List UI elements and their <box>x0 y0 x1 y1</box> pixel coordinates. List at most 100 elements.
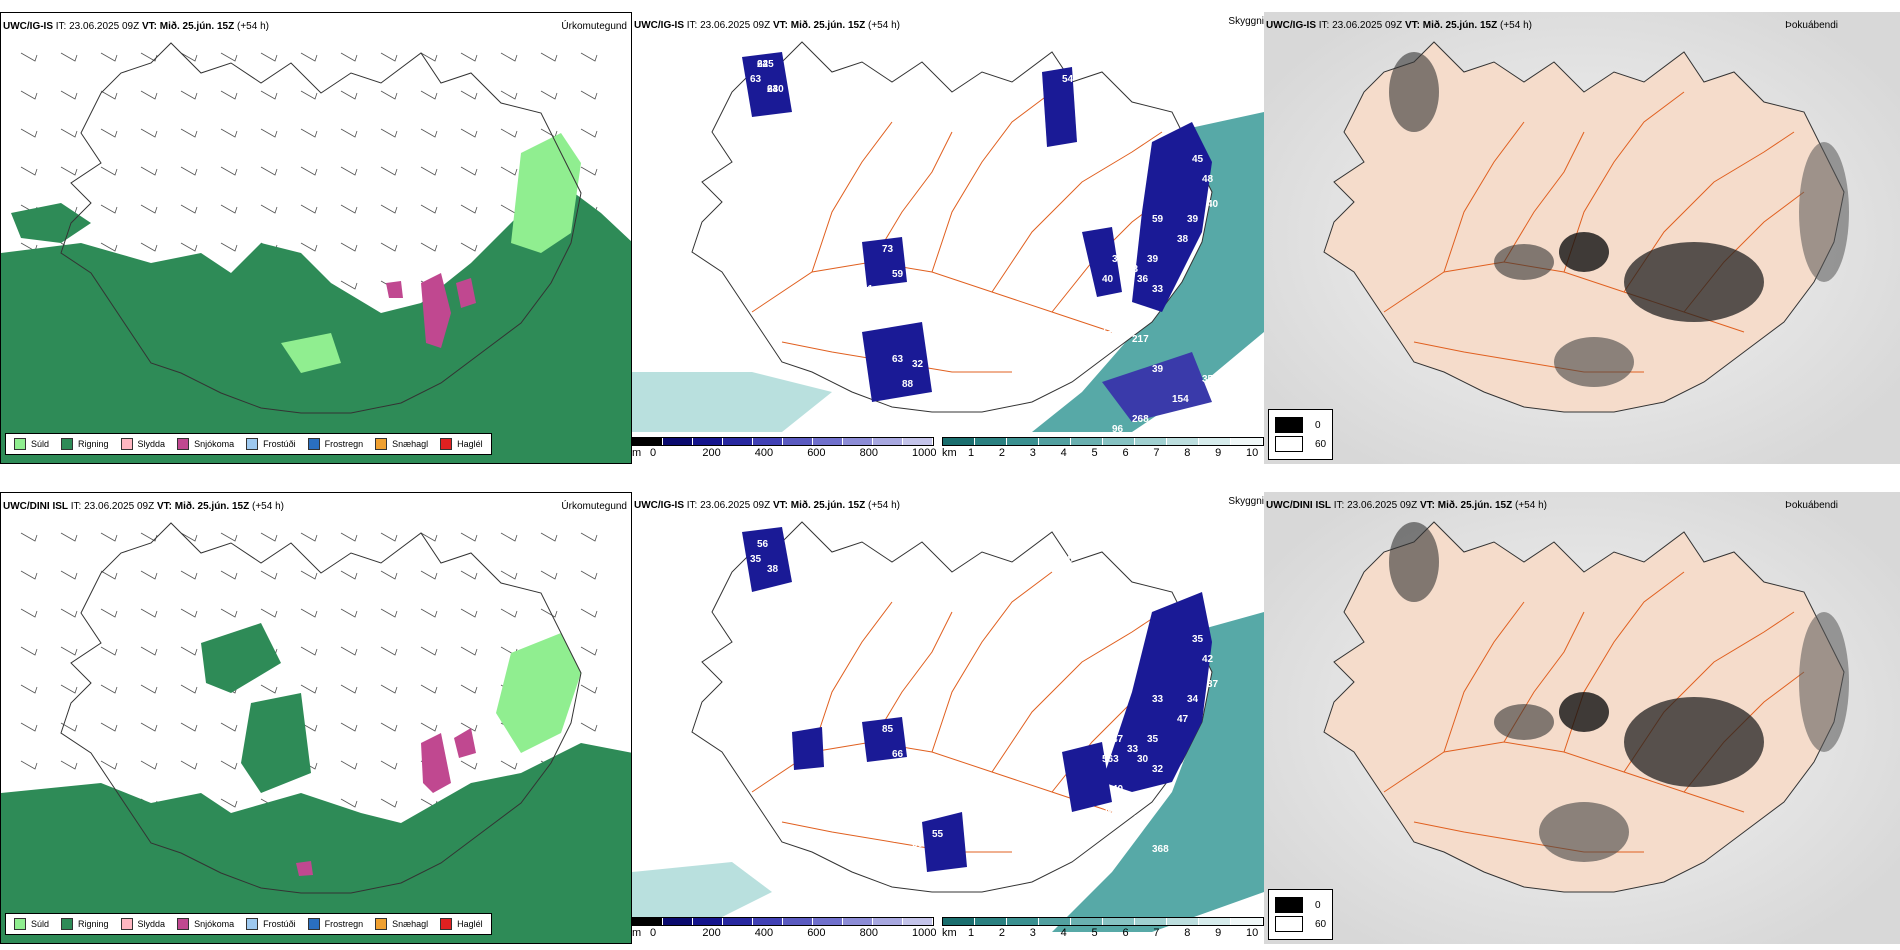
legend-label: Súld <box>31 439 50 449</box>
iceland-land <box>691 41 1213 413</box>
legend-label: Haglél <box>457 439 483 449</box>
cloud-base-label: 39 <box>1152 364 1164 375</box>
wind-barb <box>500 90 518 100</box>
legend-label: Snæhagl <box>392 919 429 929</box>
low-cloud-area <box>862 322 932 402</box>
it-label: IT: <box>686 20 698 31</box>
fog-legend-row: 60 <box>1275 436 1326 452</box>
colorbar-tick: 200 <box>702 447 721 459</box>
wind-barb <box>220 760 238 770</box>
wind-barb <box>460 52 478 62</box>
visibility-colorbar: km 1 2 3 4 5 6 7 8 9 10 <box>942 917 1264 940</box>
wind-barb <box>460 532 478 542</box>
wind-barb <box>380 608 398 618</box>
wind-barb <box>100 242 118 252</box>
legend-label: Snjókoma <box>194 919 235 929</box>
colorbar-tick: 4 <box>1060 927 1067 939</box>
wind-barb <box>20 722 38 732</box>
it-label: IT: <box>55 21 67 32</box>
cloud-base-label: 85 <box>882 724 894 735</box>
wind-barb <box>260 166 278 176</box>
wind-barb <box>340 760 358 770</box>
cloud-base-label: 48 <box>1202 174 1214 185</box>
wind-barb <box>20 52 38 62</box>
wind-barb <box>180 760 198 770</box>
wind-barb <box>540 608 558 618</box>
fog-area <box>1539 802 1629 862</box>
legend-swatch <box>307 438 320 450</box>
low-cloud-area <box>922 812 967 872</box>
wind-barb <box>220 90 238 100</box>
wind-barb <box>100 608 118 618</box>
fog-index-map <box>1264 12 1900 464</box>
colorbar-segment <box>1071 918 1103 925</box>
cloud-base-label: 184 <box>862 764 879 775</box>
wind-barb <box>300 242 318 252</box>
wind-barb <box>340 128 358 138</box>
legend-label: Rigning <box>78 439 109 449</box>
wind-barb <box>140 608 158 618</box>
iceland-coastline <box>60 42 582 414</box>
wind-barb <box>340 204 358 214</box>
parameter-name: Skyggni <box>1228 16 1264 27</box>
it-label: IT: <box>686 500 698 511</box>
wind-barb <box>260 532 278 542</box>
road <box>1443 121 1525 273</box>
legend-swatch <box>440 438 453 450</box>
wind-barb <box>540 128 558 138</box>
wind-barb <box>380 684 398 694</box>
vt-label: VT: <box>772 20 788 31</box>
init-time: 23.06.2025 09Z <box>1332 20 1403 31</box>
wind-barb <box>580 128 598 138</box>
panel-cloud-visibility-top: UWC/IG-IS IT: 23.06.2025 09Z VT: Mið. 25… <box>632 12 1264 464</box>
wind-barb <box>140 722 158 732</box>
colorbar-segment <box>633 438 663 445</box>
wind-barb <box>580 570 598 580</box>
colorbar-segment <box>1199 918 1231 925</box>
precip-type-legend: Súld Rigning Slydda Snjókoma Frostúði Frostre… <box>5 913 492 935</box>
cloud-base-label: 42 <box>1202 654 1214 665</box>
snow-area <box>386 281 403 298</box>
wind-barb <box>220 242 238 252</box>
cloud-base-label: 38 <box>1102 804 1114 815</box>
wind-barb <box>180 532 198 542</box>
colorbar-segment <box>943 438 975 445</box>
colorbar-tick: 1 <box>968 447 975 459</box>
legend-swatch <box>246 438 259 450</box>
wind-barb <box>180 204 198 214</box>
colorbar-unit: m <box>632 447 642 459</box>
wind-barb <box>180 128 198 138</box>
wind-barb <box>580 90 598 100</box>
fog-index-map <box>1264 492 1900 944</box>
wind-barb <box>300 684 318 694</box>
cloud-base-label: 217 <box>1132 334 1149 345</box>
colorbar-segment <box>1231 918 1263 925</box>
low-cloud-area <box>1042 67 1077 147</box>
cloud-base-label: 64 <box>757 59 769 70</box>
wind-barb <box>60 166 78 176</box>
colorbar-segment <box>723 918 753 925</box>
valid-time: Mið. 25.jún. 15Z <box>174 501 250 512</box>
road <box>781 821 1012 853</box>
colorbar-tick: 400 <box>754 447 774 459</box>
cloud-base-label: 35 <box>1202 374 1214 385</box>
panel-title: UWC/IG-IS IT: 23.06.2025 09Z VT: Mið. 25… <box>1266 20 1532 31</box>
low-cloud-area <box>742 527 792 592</box>
valid-time: Mið. 25.jún. 15Z <box>1437 500 1513 511</box>
colorbar-segment <box>975 918 1007 925</box>
cloud-base-label: 38 <box>1062 554 1074 565</box>
panel-title: UWC/IG-IS IT: 23.06.2025 09Z VT: Mið. 25… <box>634 500 900 511</box>
drizzle-area <box>511 133 581 253</box>
wind-barb <box>300 52 318 62</box>
wind-barb <box>260 128 278 138</box>
wind-barb <box>540 532 558 542</box>
legend-item: Haglél <box>440 438 483 450</box>
legend-swatch <box>14 918 26 930</box>
wind-barb <box>460 570 478 580</box>
cloud-base-label: 59 <box>892 269 904 280</box>
colorbar-unit: km <box>942 447 957 459</box>
fog-area <box>1624 697 1764 787</box>
colorbar-segment <box>813 918 843 925</box>
legend-item: Haglél <box>440 918 483 930</box>
